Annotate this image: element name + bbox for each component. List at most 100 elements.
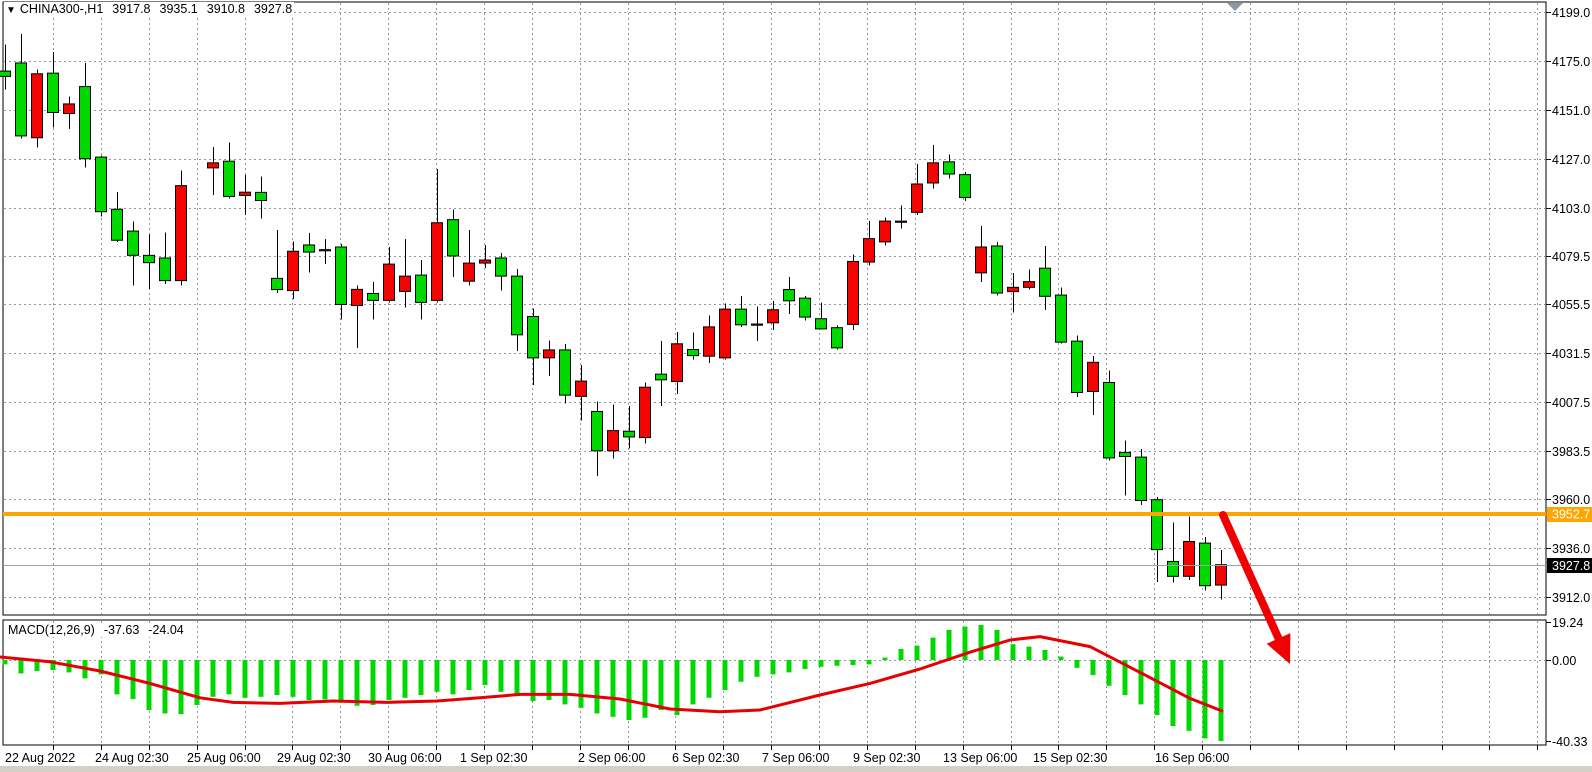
bar-close-value: 3927.8: [253, 2, 293, 16]
price-axis-label[interactable]: 4031.5: [1552, 347, 1590, 361]
bear-candle: [1071, 340, 1083, 393]
bear-candle: [495, 257, 507, 277]
macd-axis-label[interactable]: 19.24: [1552, 616, 1583, 630]
macd-current-signal: -24.04: [148, 623, 184, 637]
time-axis-label[interactable]: 9 Sep 02:30: [853, 751, 920, 765]
bear-candle: [1103, 382, 1115, 459]
bear-candle: [1055, 294, 1067, 343]
price-axis-label[interactable]: 4079.5: [1552, 250, 1590, 264]
price-axis-label[interactable]: 4199.0: [1552, 6, 1590, 20]
macd-signal-line: [0, 635, 1224, 714]
scale-marker-icon: [1227, 3, 1243, 11]
macd-histogram-bar: [626, 660, 632, 720]
time-axis-label[interactable]: 16 Sep 06:00: [1155, 751, 1229, 765]
bear-candle: [623, 430, 635, 438]
price-axis-label[interactable]: 4175.0: [1552, 55, 1590, 69]
time-axis-label[interactable]: 6 Sep 02:30: [672, 751, 739, 765]
price-axis-label[interactable]: 3983.5: [1552, 445, 1590, 459]
macd-histogram-bar: [754, 660, 760, 677]
macd-histogram-bar: [514, 660, 520, 696]
macd-histogram-bar: [402, 660, 408, 698]
macd-histogram-bar: [498, 660, 504, 692]
bull-candle: [607, 430, 619, 452]
macd-histogram-bar: [770, 660, 776, 675]
bull-candle: [639, 386, 651, 439]
time-axis-label[interactable]: 13 Sep 06:00: [943, 751, 1017, 765]
bear-candle: [799, 297, 811, 318]
bull-candle: [239, 191, 251, 196]
macd-histogram-bar: [1026, 646, 1032, 660]
main-chart-panel[interactable]: [2, 1, 1547, 616]
trend-arrow-head[interactable]: [1266, 633, 1291, 664]
macd-panel[interactable]: [2, 619, 1547, 746]
macd-histogram-bar: [722, 660, 728, 690]
bull-candle: [751, 323, 763, 326]
macd-histogram-bar: [834, 660, 840, 666]
price-axis-label[interactable]: 4127.0: [1552, 153, 1590, 167]
price-axis-label[interactable]: 4151.0: [1552, 104, 1590, 118]
macd-histogram-bar: [242, 660, 248, 698]
macd-histogram-bar: [674, 660, 680, 715]
macd-histogram-bar: [18, 660, 24, 674]
macd-histogram-bar: [818, 660, 824, 667]
macd-histogram-bar: [930, 637, 936, 660]
bear-candle: [303, 244, 315, 253]
macd-histogram-bar: [594, 660, 600, 714]
macd-histogram-bar: [1090, 660, 1096, 675]
time-axis-label[interactable]: 30 Aug 06:00: [368, 751, 442, 765]
bear-candle: [735, 308, 747, 326]
bull-candle: [287, 250, 299, 292]
macd-axis-label[interactable]: 0.00: [1552, 654, 1576, 668]
trend-arrow-shaft[interactable]: [1219, 511, 1285, 647]
bear-candle: [335, 246, 347, 305]
bull-candle: [431, 222, 443, 301]
bull-candle: [719, 308, 731, 359]
macd-histogram-bar: [1170, 660, 1176, 726]
price-axis-label[interactable]: 3960.0: [1552, 493, 1590, 507]
chart-title: ▼ CHINA300-,H1 3917.8 3935.1 3910.8 3927.8: [4, 2, 295, 18]
macd-histogram-bar: [370, 660, 376, 705]
bull-candle: [543, 349, 555, 359]
bear-candle: [831, 327, 843, 349]
time-axis-label[interactable]: 25 Aug 06:00: [187, 751, 261, 765]
time-axis-label[interactable]: 15 Sep 02:30: [1033, 751, 1107, 765]
bear-candle: [0, 70, 11, 77]
macd-histogram-bar: [1042, 650, 1048, 660]
macd-histogram-bar: [1218, 660, 1224, 741]
time-axis-label[interactable]: 24 Aug 02:30: [95, 751, 169, 765]
macd-histogram-bar: [338, 660, 344, 700]
bar-high-value: 3935.1: [159, 2, 198, 16]
price-axis-label[interactable]: 3912.0: [1552, 591, 1590, 605]
macd-histogram-bar: [1010, 644, 1016, 660]
macd-histogram-bar: [1154, 660, 1160, 715]
bull-candle: [863, 238, 875, 263]
macd-histogram-bar: [530, 660, 536, 701]
price-axis-label[interactable]: 4055.5: [1552, 298, 1590, 312]
price-axis-label[interactable]: 3936.0: [1552, 542, 1590, 556]
macd-histogram-bar: [1122, 660, 1128, 695]
macd-histogram-bar: [690, 660, 696, 705]
time-axis-label[interactable]: 7 Sep 06:00: [762, 751, 829, 765]
time-axis-label[interactable]: 22 Aug 2022: [5, 751, 75, 765]
macd-histogram-bar: [946, 630, 952, 660]
macd-histogram-bar: [962, 626, 968, 660]
macd-histogram-bar: [2, 660, 8, 665]
time-axis-label[interactable]: 1 Sep 02:30: [460, 751, 527, 765]
bar-open-value: 3917.8: [112, 2, 151, 16]
price-axis-label[interactable]: 4103.0: [1552, 202, 1590, 216]
current-price-tag-text: 3927.8: [1552, 559, 1590, 573]
bull-candle: [31, 73, 43, 139]
bull-candle: [1023, 281, 1035, 288]
macd-axis-label[interactable]: -40.33: [1552, 735, 1587, 749]
macd-histogram-bar: [546, 660, 552, 700]
time-axis-label[interactable]: 29 Aug 02:30: [277, 751, 351, 765]
bear-candle: [1199, 542, 1211, 587]
bear-candle: [223, 160, 235, 197]
macd-histogram-bar: [642, 660, 648, 718]
symbol-dropdown-icon[interactable]: ▼: [6, 5, 16, 16]
bear-candle: [79, 86, 91, 160]
price-axis-label[interactable]: 4007.5: [1552, 396, 1590, 410]
time-axis-label[interactable]: 2 Sep 06:00: [578, 751, 645, 765]
bull-candle: [671, 343, 683, 382]
